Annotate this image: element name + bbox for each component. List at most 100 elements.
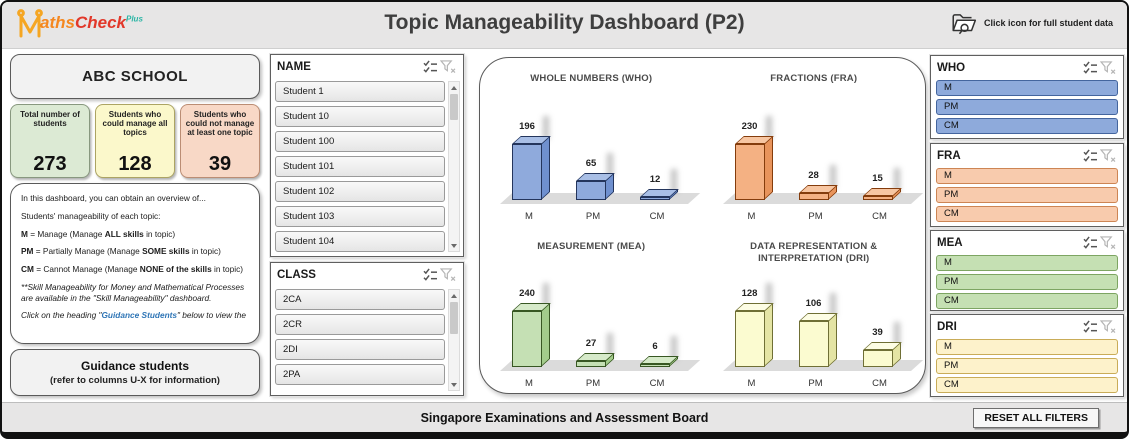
bar-side-face — [763, 302, 773, 367]
class-slicer-scrollbar[interactable] — [448, 289, 460, 391]
scroll-thumb[interactable] — [450, 302, 458, 334]
mea-slicer-items: M PM CM — [936, 255, 1118, 309]
slicer-item[interactable]: M — [936, 255, 1118, 271]
header-bar: athsCheckPlus Topic Manageability Dashbo… — [2, 2, 1127, 49]
scroll-track[interactable] — [449, 301, 459, 379]
slicer-item[interactable]: CM — [936, 206, 1118, 222]
slicer-item[interactable]: Student 101 — [275, 156, 445, 177]
bar-side-face — [827, 312, 837, 367]
legend-pm: PM = Partially Manage (Manage SOME skill… — [21, 246, 221, 257]
stat-label: Students who could not manage at least o… — [185, 110, 255, 138]
page-title: Topic Manageability Dashboard (P2) — [384, 11, 745, 34]
scroll-track[interactable] — [449, 93, 459, 240]
bar-front-face — [798, 192, 829, 200]
school-name: ABC SCHOOL — [82, 68, 188, 85]
stat-cards: Total number of students 273 Students wh… — [10, 104, 260, 178]
slicer-item[interactable]: CM — [936, 118, 1118, 134]
who-slicer: WHO M PM CM — [930, 55, 1124, 139]
who-slicer-title: WHO — [937, 61, 966, 74]
bar-value-label: 240 — [519, 288, 535, 299]
bar-shadow — [893, 167, 900, 192]
slicer-item[interactable]: 2PA — [275, 364, 445, 385]
bar-category-label: M — [747, 210, 756, 222]
slicer-item[interactable]: Student 103 — [275, 206, 445, 227]
class-slicer: CLASS 2CA 2CR 2DI 2PA — [270, 262, 464, 396]
clear-filter-icon[interactable] — [1099, 319, 1117, 335]
slicer-item[interactable]: CM — [936, 293, 1118, 309]
bar-shadow — [671, 168, 677, 193]
who-slicer-items: M PM CM — [936, 80, 1118, 134]
multi-select-icon[interactable] — [421, 59, 439, 75]
clear-filter-icon[interactable] — [1099, 148, 1117, 164]
reset-all-filters-button[interactable]: RESET ALL FILTERS — [973, 408, 1099, 428]
chart-plot: 196 M 65 PM 12 CM — [488, 114, 701, 226]
stat-card: Students who could manage all topics 128 — [95, 104, 175, 178]
chart-title: WHOLE NUMBERS (WHO) — [530, 73, 653, 84]
multi-select-icon[interactable] — [1081, 319, 1099, 335]
name-slicer-header: NAME — [271, 55, 463, 78]
clear-filter-icon[interactable] — [439, 267, 457, 283]
slicer-item[interactable]: M — [936, 339, 1118, 355]
clear-filter-icon[interactable] — [1099, 235, 1117, 251]
name-slicer-title: NAME — [277, 60, 311, 73]
bar-category-label: PM — [585, 378, 601, 389]
chart-measurement: MEASUREMENT (MEA) 240 M 27 PM 6 CM — [480, 226, 703, 394]
slicer-item[interactable]: PM — [936, 358, 1118, 374]
slicer-item[interactable]: Student 102 — [275, 181, 445, 202]
class-slicer-items: 2CA 2CR 2DI 2PA — [275, 289, 445, 391]
slicer-item[interactable]: 2CA — [275, 289, 445, 310]
name-slicer-scrollbar[interactable] — [448, 81, 460, 252]
clear-filter-icon[interactable] — [439, 59, 457, 75]
bar-side-face — [763, 135, 773, 200]
slicer-item[interactable]: CM — [936, 377, 1118, 393]
guidance-students-button[interactable]: Guidance students (refer to columns U-X … — [10, 349, 260, 396]
name-slicer-items: Student 1 Student 10 Student 100 Student 10… — [275, 81, 445, 252]
clear-filter-icon[interactable] — [1099, 60, 1117, 76]
scroll-down-icon[interactable] — [449, 240, 459, 251]
slicer-item[interactable]: Student 10 — [275, 106, 445, 127]
slicer-item[interactable]: M — [936, 80, 1118, 96]
bar-shadow — [765, 115, 772, 140]
multi-select-icon[interactable] — [1081, 235, 1099, 251]
folder-search-icon[interactable] — [950, 11, 978, 35]
class-slicer-title: CLASS — [277, 268, 316, 281]
scroll-thumb[interactable] — [450, 94, 458, 120]
stat-card: Students who could not manage at least o… — [180, 104, 260, 178]
stat-value: 39 — [208, 153, 232, 175]
scroll-up-icon[interactable] — [449, 82, 459, 93]
bar-category-label: PM — [808, 210, 823, 222]
slicer-item[interactable]: Student 104 — [275, 231, 445, 252]
guidance-subtitle: (refer to columns U-X for information) — [50, 375, 220, 386]
dri-slicer-items: M PM CM — [936, 339, 1118, 393]
multi-select-icon[interactable] — [1081, 60, 1099, 76]
scroll-down-icon[interactable] — [449, 379, 459, 390]
bar-category-label: CM — [872, 210, 887, 222]
chart-panel: WHOLE NUMBERS (WHO) 196 M 65 PM 12 CM FRACTIO… — [479, 57, 926, 394]
slicer-item[interactable]: PM — [936, 99, 1118, 115]
multi-select-icon[interactable] — [421, 267, 439, 283]
school-name-box: ABC SCHOOL — [10, 54, 260, 99]
slicer-item[interactable]: 2CR — [275, 314, 445, 335]
legend-m: M = Manage (Manage ALL skills in topic) — [21, 228, 176, 239]
slicer-item[interactable]: Student 100 — [275, 131, 445, 152]
info-subheading: Students' manageability of each topic: — [21, 210, 161, 221]
slicer-item[interactable]: Student 1 — [275, 81, 445, 102]
stat-value: 128 — [118, 153, 152, 175]
slicer-item[interactable]: PM — [936, 274, 1118, 290]
student-data-shortcut[interactable]: Click icon for full student data — [950, 11, 1113, 35]
bar-value-label: 106 — [805, 298, 822, 309]
bar-value-label: 230 — [741, 120, 758, 132]
bar-category-label: M — [747, 378, 756, 389]
bar-shadow — [607, 152, 613, 177]
slicer-item[interactable]: PM — [936, 187, 1118, 203]
mea-slicer-title: MEA — [937, 236, 963, 249]
scroll-up-icon[interactable] — [449, 290, 459, 301]
fra-slicer-items: M PM CM — [936, 168, 1118, 222]
bar-value-label: 128 — [741, 288, 758, 299]
multi-select-icon[interactable] — [1081, 148, 1099, 164]
stat-label: Students who could manage all topics — [102, 110, 168, 138]
slicer-item[interactable]: M — [936, 168, 1118, 184]
slicer-item[interactable]: 2DI — [275, 339, 445, 360]
bar-front-face — [734, 143, 765, 200]
